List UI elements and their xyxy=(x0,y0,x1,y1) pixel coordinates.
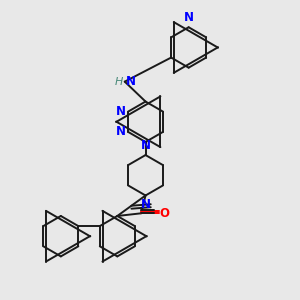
Text: N: N xyxy=(116,105,126,118)
Text: N: N xyxy=(140,139,151,152)
Text: O: O xyxy=(159,207,169,220)
Text: N: N xyxy=(140,198,151,212)
Text: N: N xyxy=(184,11,194,24)
Text: N: N xyxy=(126,75,136,88)
Text: H: H xyxy=(115,76,123,87)
Text: N: N xyxy=(116,125,126,138)
